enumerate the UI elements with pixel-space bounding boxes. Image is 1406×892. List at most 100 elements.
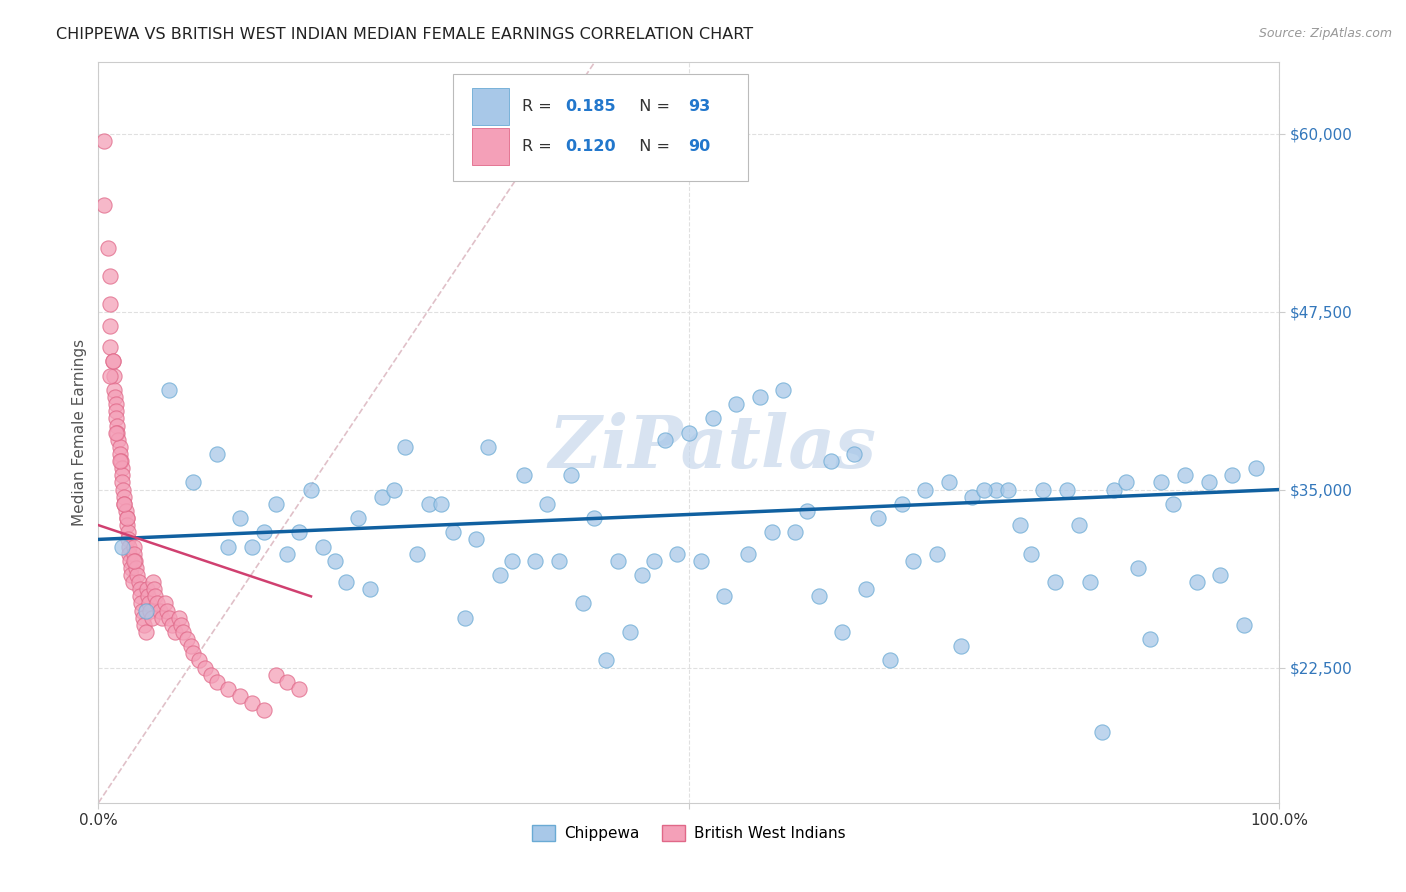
Chippewa [654, 433, 676, 447]
Chippewa [359, 582, 381, 597]
British West Indians [105, 425, 128, 440]
British West Indians [117, 533, 139, 547]
British West Indians [288, 681, 311, 696]
British West Indians [112, 497, 135, 511]
British West Indians [264, 667, 287, 681]
Chippewa [323, 554, 346, 568]
Chippewa [571, 597, 593, 611]
Chippewa [347, 511, 370, 525]
Chippewa [619, 624, 641, 639]
British West Indians [138, 597, 160, 611]
Chippewa [229, 511, 252, 525]
Chippewa [135, 604, 157, 618]
Chippewa [1139, 632, 1161, 646]
British West Indians [124, 554, 146, 568]
Chippewa [1244, 461, 1267, 475]
British West Indians [98, 318, 121, 333]
Chippewa [489, 568, 512, 582]
British West Indians [156, 604, 179, 618]
British West Indians [111, 475, 134, 490]
British West Indians [111, 468, 134, 483]
Chippewa [595, 653, 617, 667]
Chippewa [264, 497, 287, 511]
Chippewa [748, 390, 770, 404]
British West Indians [149, 604, 172, 618]
British West Indians [129, 597, 152, 611]
Chippewa [666, 547, 689, 561]
British West Indians [121, 575, 143, 590]
Chippewa [240, 540, 263, 554]
Chippewa [855, 582, 877, 597]
British West Indians [93, 198, 115, 212]
British West Indians [122, 554, 145, 568]
Text: Source: ZipAtlas.com: Source: ZipAtlas.com [1258, 27, 1392, 40]
Text: R =: R = [523, 138, 557, 153]
Chippewa [890, 497, 912, 511]
British West Indians [172, 624, 194, 639]
Chippewa [312, 540, 335, 554]
Chippewa [276, 547, 298, 561]
Chippewa [394, 440, 416, 454]
British West Indians [134, 617, 156, 632]
British West Indians [112, 490, 135, 504]
British West Indians [181, 646, 204, 660]
British West Indians [132, 610, 155, 624]
Text: 0.120: 0.120 [565, 138, 616, 153]
Chippewa [288, 525, 311, 540]
Chippewa [997, 483, 1019, 497]
Text: 93: 93 [688, 99, 710, 113]
Text: 0.185: 0.185 [565, 99, 616, 113]
Chippewa [111, 540, 134, 554]
Chippewa [181, 475, 204, 490]
FancyBboxPatch shape [471, 87, 509, 125]
Chippewa [785, 525, 807, 540]
Chippewa [737, 547, 759, 561]
British West Indians [114, 504, 136, 518]
British West Indians [101, 354, 124, 368]
Chippewa [1043, 575, 1066, 590]
Chippewa [1080, 575, 1102, 590]
Chippewa [1185, 575, 1208, 590]
British West Indians [167, 610, 190, 624]
Chippewa [844, 447, 866, 461]
Chippewa [465, 533, 488, 547]
British West Indians [128, 575, 150, 590]
British West Indians [101, 354, 124, 368]
British West Indians [111, 461, 134, 475]
British West Indians [105, 404, 128, 418]
British West Indians [176, 632, 198, 646]
Chippewa [949, 639, 972, 653]
Chippewa [925, 547, 948, 561]
Chippewa [1209, 568, 1232, 582]
British West Indians [118, 547, 141, 561]
British West Indians [112, 483, 135, 497]
British West Indians [108, 440, 131, 454]
British West Indians [139, 604, 162, 618]
Chippewa [441, 525, 464, 540]
British West Indians [143, 590, 166, 604]
Chippewa [643, 554, 665, 568]
Chippewa [453, 610, 475, 624]
British West Indians [121, 561, 143, 575]
British West Indians [112, 497, 135, 511]
Chippewa [984, 483, 1007, 497]
British West Indians [121, 568, 143, 582]
Chippewa [1198, 475, 1220, 490]
British West Indians [117, 525, 139, 540]
Chippewa [253, 525, 276, 540]
British West Indians [135, 624, 157, 639]
British West Indians [142, 575, 165, 590]
Chippewa [418, 497, 440, 511]
British West Indians [128, 582, 150, 597]
British West Indians [122, 540, 145, 554]
British West Indians [105, 425, 128, 440]
Chippewa [299, 483, 322, 497]
Chippewa [1161, 497, 1184, 511]
British West Indians [122, 547, 145, 561]
Text: 90: 90 [688, 138, 710, 153]
British West Indians [205, 674, 228, 689]
Chippewa [761, 525, 783, 540]
Chippewa [962, 490, 984, 504]
British West Indians [97, 240, 120, 255]
British West Indians [135, 582, 157, 597]
